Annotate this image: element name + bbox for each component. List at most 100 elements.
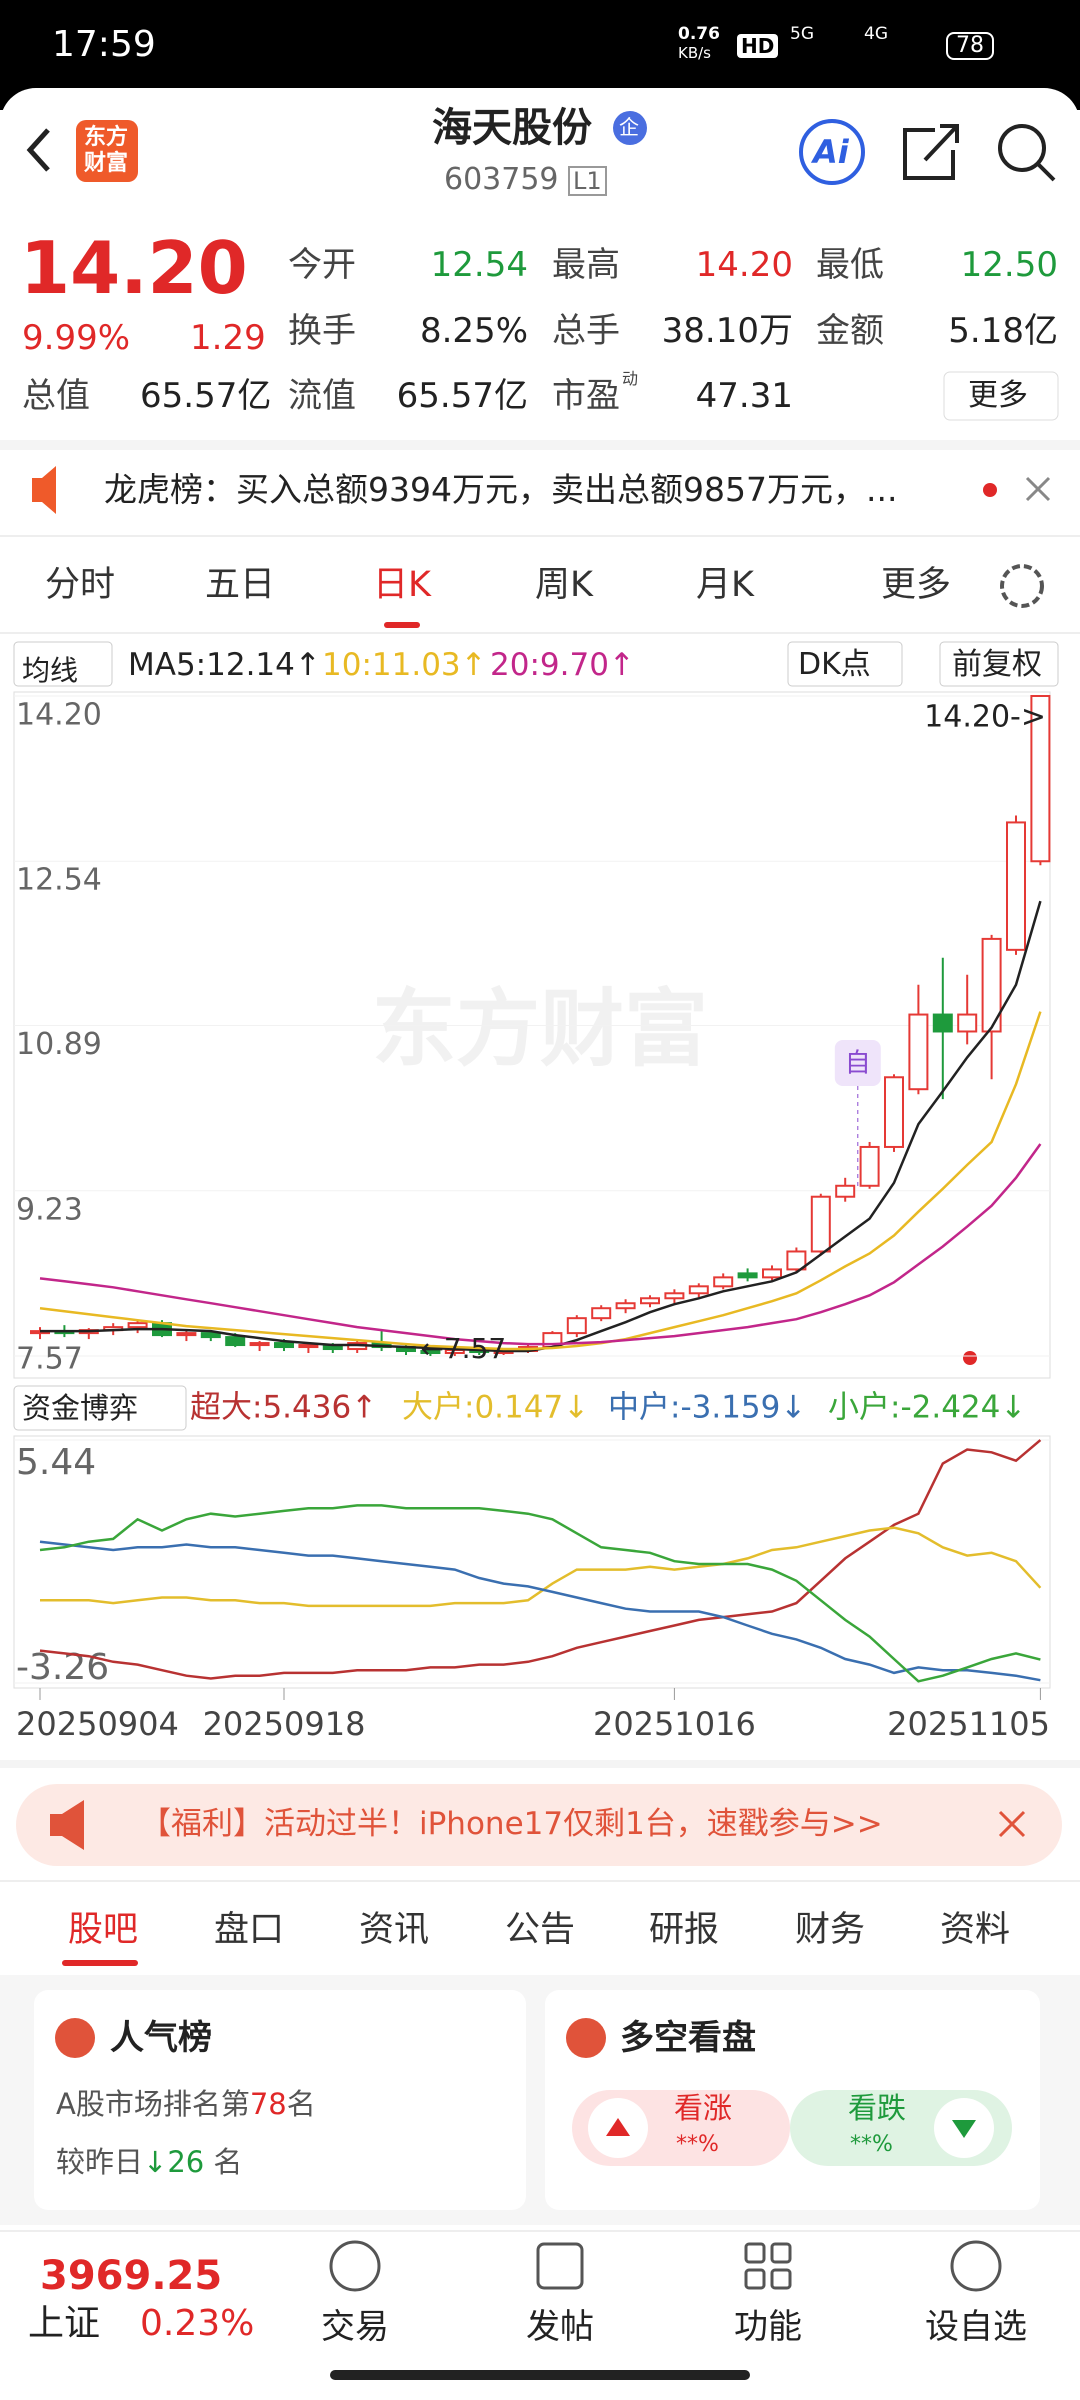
back-icon[interactable] [26, 128, 50, 172]
stat-value: 12.54 [430, 245, 528, 285]
news-text[interactable]: 龙虎榜：买入总额9394万元，卖出总额9857万元，... [104, 470, 898, 509]
search-icon-handle [1036, 162, 1056, 182]
y-tick-label: 12.54 [16, 863, 102, 898]
stat-label: 最高 [552, 245, 620, 285]
badge-bg [613, 111, 647, 145]
banner-bg[interactable] [16, 1784, 1062, 1866]
y-tick-label: 9.23 [16, 1192, 83, 1227]
candle-body [664, 1292, 685, 1300]
candle-body [200, 1332, 221, 1339]
banner-close[interactable] [998, 1810, 1026, 1838]
ma-selector-bg[interactable] [13, 641, 113, 687]
stat-label: 换手 [288, 311, 356, 351]
candle-body [908, 1013, 929, 1091]
candle-body [981, 937, 1002, 1033]
ai-icon[interactable] [799, 119, 865, 185]
tab[interactable]: 资讯 [358, 1910, 429, 1950]
more-button[interactable]: 更多 [968, 378, 1028, 413]
nav-label[interactable]: 发帖 [526, 2307, 594, 2347]
candle-body [176, 1332, 197, 1337]
close-icon[interactable] [1025, 476, 1051, 502]
high-note: 14.20-> [924, 700, 1046, 735]
search-icon[interactable] [998, 124, 1046, 172]
candle-body [298, 1344, 319, 1349]
ma-line [39, 1011, 1042, 1351]
stock-name: 海天股份 [432, 105, 592, 151]
trade-icon[interactable] [329, 2240, 381, 2292]
fund-selector-bg[interactable] [13, 1385, 187, 1431]
level: L1 [568, 166, 607, 196]
func-icon[interactable] [744, 2242, 766, 2264]
candle-body [566, 1317, 587, 1335]
adjust-bg[interactable] [939, 641, 1059, 687]
banner-text[interactable]: 【福利】活动过半！iPhone17仅剩1台，速戳参与>> [140, 1806, 883, 1842]
stat-label: 金额 [816, 311, 884, 351]
tab[interactable]: 月K [696, 565, 754, 605]
more-button-bg[interactable] [943, 371, 1059, 421]
tab[interactable]: 资料 [939, 1910, 1010, 1950]
tab[interactable]: 盘口 [213, 1910, 284, 1950]
marker-bg [834, 1040, 881, 1086]
rank-change: ↓26 [143, 2145, 205, 2179]
tab[interactable]: 日K [373, 565, 431, 605]
settings-icon[interactable] [1000, 564, 1044, 608]
candle-body [932, 1013, 953, 1033]
stat-value: 14.20 [695, 245, 793, 285]
tab[interactable]: 五日 [204, 565, 275, 605]
y-tick-label: 5.44 [16, 1442, 96, 1483]
stat-value: 65.57亿 [396, 376, 528, 416]
tab[interactable]: 股吧 [67, 1910, 138, 1950]
card-bg [34, 1990, 526, 2210]
share-icon[interactable] [903, 124, 959, 180]
nav-label[interactable]: 交易 [321, 2307, 389, 2347]
stat-label: 总值 [22, 376, 90, 416]
ma-line [39, 1143, 1042, 1346]
adjust-label[interactable]: 前复权 [952, 647, 1042, 682]
dk-label[interactable]: DK点 [798, 647, 871, 682]
tab-underline [384, 622, 420, 628]
x-tick-label: 20251105 [887, 1705, 1050, 1743]
watch-icon[interactable] [950, 2240, 1002, 2292]
tab[interactable]: 财务 [794, 1910, 865, 1950]
ma-selector[interactable]: 均线 [22, 654, 79, 687]
nav-label[interactable]: 功能 [734, 2307, 802, 2347]
up-value: **% [676, 2132, 719, 2157]
text: A股市场排名第 [56, 2087, 250, 2121]
func-icon [770, 2268, 792, 2290]
separator [0, 1880, 1080, 1882]
marker: 自 [845, 1049, 871, 1079]
legend-label: 中户:-3.159↓ [608, 1390, 806, 1426]
card-title[interactable]: 人气榜 [110, 2018, 212, 2058]
legend-label: 小户:-2.424↓ [828, 1390, 1026, 1426]
dk-bg[interactable] [787, 641, 903, 687]
logo-bg [76, 120, 138, 182]
index-value[interactable]: 3969.25 [40, 2253, 223, 2299]
tab[interactable]: 更多 [880, 565, 951, 605]
header-bg [0, 88, 1080, 218]
tab[interactable]: 公告 [504, 1910, 575, 1950]
tab[interactable]: 分时 [44, 565, 115, 605]
tab[interactable]: 研报 [648, 1910, 719, 1950]
ma10-label: 10:11.03↑ [322, 647, 487, 683]
stat-value: 8.25% [419, 311, 528, 351]
rank-change-line: 较昨日↓26 名 [56, 2148, 242, 2177]
ai-label[interactable]: Ai [813, 133, 849, 171]
fund-selector[interactable]: 资金博弈 [22, 1391, 139, 1425]
y-tick-label: 14.20 [16, 698, 102, 733]
nav-label[interactable]: 设自选 [925, 2307, 1027, 2347]
card-title[interactable]: 多空看盘 [620, 2018, 756, 2058]
tab[interactable]: 周K [535, 565, 593, 605]
low-note: ←7.57 [420, 1332, 506, 1365]
candle-body [615, 1302, 636, 1310]
speaker-icon [32, 466, 56, 514]
fund-chart-frame [13, 1435, 1051, 1689]
text: 名 [286, 2087, 316, 2121]
flow-line [39, 1504, 1041, 1683]
stat-value: 5.18亿 [948, 311, 1058, 351]
stat-label: 今开 [288, 245, 356, 285]
candle-body [225, 1336, 246, 1347]
change: 1.29 [190, 318, 266, 358]
post-icon[interactable] [536, 2242, 584, 2290]
stat-label: 市盈 [552, 376, 620, 416]
